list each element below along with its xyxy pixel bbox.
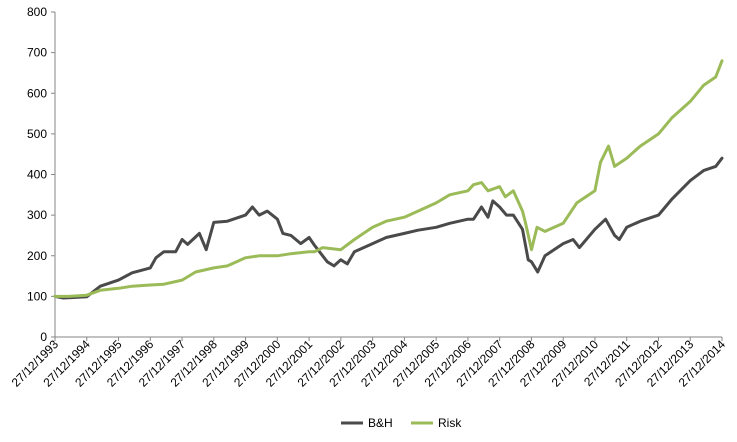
y-tick-label: 300 (27, 208, 47, 222)
y-tick-label: 400 (27, 168, 47, 182)
series-lines (53, 59, 724, 300)
y-tick-label: 0 (40, 330, 47, 344)
y-tick-label: 700 (27, 46, 47, 60)
legend-item: B&H (341, 416, 393, 430)
axes: 010020030040050060070080027/12/199327/12… (9, 5, 729, 390)
y-tick-label: 500 (27, 127, 47, 141)
legend-label: B&H (368, 416, 393, 430)
series-line-risk (53, 59, 724, 298)
y-tick-label: 800 (27, 5, 47, 19)
legend-label: Risk (438, 416, 462, 430)
y-tick-label: 200 (27, 249, 47, 263)
legend: B&H Risk (341, 416, 462, 430)
legend-item: Risk (411, 416, 462, 430)
y-tick-label: 600 (27, 86, 47, 100)
y-tick-label: 100 (27, 289, 47, 303)
series-line-b-h (53, 156, 724, 300)
